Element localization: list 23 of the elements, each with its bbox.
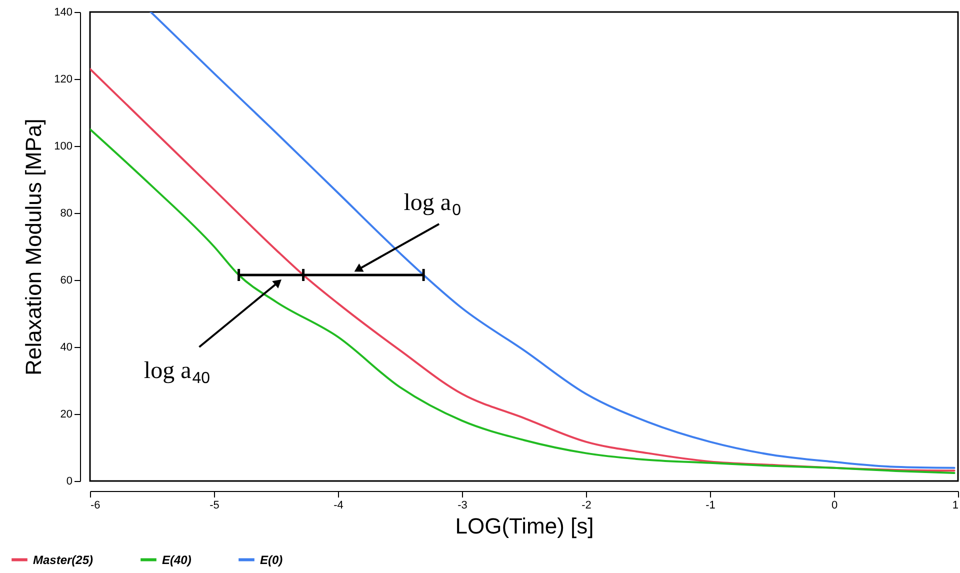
- y-tick-label: 120: [54, 74, 72, 86]
- y-tick-label: 20: [60, 408, 72, 420]
- x-axis-title: LOG(Time) [s]: [455, 514, 594, 538]
- legend-label: Master(25): [33, 552, 94, 567]
- y-axis-title: Relaxation Modulus [MPa]: [21, 118, 46, 376]
- y-tick-label: 40: [60, 342, 72, 354]
- x-tick-label: -2: [582, 500, 592, 512]
- x-tick-label: -3: [458, 500, 468, 512]
- y-tick-label: 140: [54, 6, 72, 18]
- x-tick-label: 1: [952, 500, 958, 512]
- x-tick-label: -1: [706, 500, 716, 512]
- y-tick-label: 60: [60, 274, 72, 286]
- line-series: [90, 68, 956, 472]
- y-tick-label: 80: [60, 208, 72, 220]
- x-tick-label: -6: [90, 500, 100, 512]
- x-tick-label: 0: [831, 500, 838, 512]
- y-tick-label: 100: [54, 140, 72, 152]
- legend-label: E(40): [162, 552, 192, 567]
- x-tick-label: -4: [334, 500, 344, 512]
- line-series: [90, 128, 956, 474]
- legend-label: E(0): [260, 552, 283, 567]
- x-tick-label: -5: [210, 500, 220, 512]
- y-tick-label: 0: [66, 476, 72, 488]
